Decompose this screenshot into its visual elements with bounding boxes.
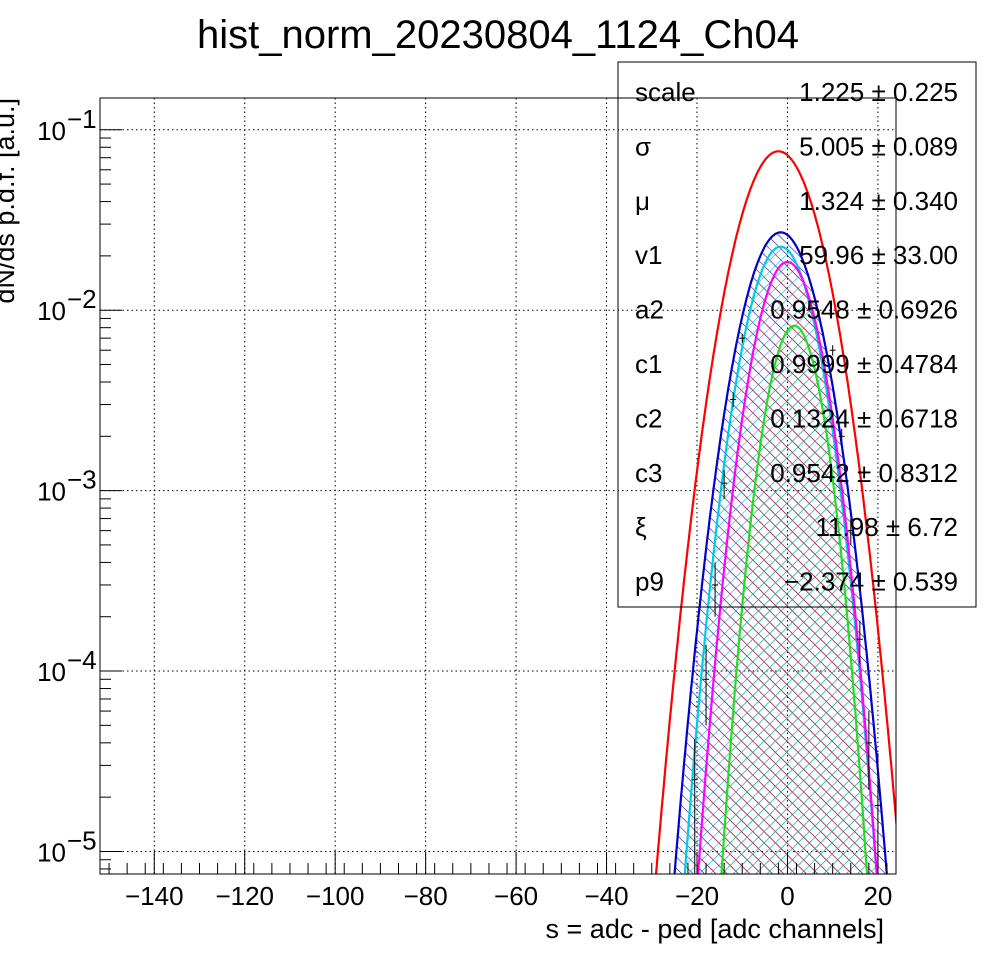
y-tick-label: 10 xyxy=(37,657,66,687)
x-tick-label: −140 xyxy=(125,881,184,911)
series-group xyxy=(654,150,896,874)
series-fill xyxy=(721,325,867,874)
x-tick-label: 0 xyxy=(780,881,794,911)
stats-param-value: 5.005 ± 0.089 xyxy=(799,131,958,161)
stats-param-value: 59.96 ± 33.00 xyxy=(799,240,958,270)
y-axis-label: dN/ds p.d.f. [a.u.] xyxy=(0,98,20,304)
x-tick-label: −100 xyxy=(306,881,365,911)
stats-param-value: 1.324 ± 0.340 xyxy=(799,186,958,216)
x-tick-label: −40 xyxy=(584,881,628,911)
stats-param-value: 0.9999 ± 0.4784 xyxy=(770,349,958,379)
stats-param-name: scale xyxy=(635,77,696,107)
stats-box-frame xyxy=(617,61,977,608)
series-line xyxy=(654,150,896,874)
x-tick-label: −80 xyxy=(404,881,448,911)
y-tick-exponent: −1 xyxy=(67,104,97,134)
x-tick-label: −20 xyxy=(675,881,719,911)
series-line xyxy=(720,324,869,874)
y-tick-label: 10 xyxy=(37,116,66,146)
x-tick-label: −120 xyxy=(215,881,274,911)
stats-param-name: ξ xyxy=(635,512,647,542)
stats-param-name: σ xyxy=(635,131,651,161)
stats-param-name: a2 xyxy=(635,295,664,325)
stats-box: scale 1.225 ± 0.225 σ 5.005 ± 0.089 μ 1.324 ±… xyxy=(617,61,977,608)
y-tick-exponent: −2 xyxy=(67,284,97,314)
stats-param-name: p9 xyxy=(635,567,664,597)
y-tick-label: 10 xyxy=(37,296,66,326)
stats-param-value: 0.9542 ± 0.8312 xyxy=(770,458,958,488)
stats-param-name: v1 xyxy=(635,240,662,270)
y-tick-exponent: −5 xyxy=(67,825,97,855)
y-tick-exponent: −3 xyxy=(67,465,97,495)
stats-param-value: 1.225 ± 0.225 xyxy=(799,77,958,107)
stats-param-name: c1 xyxy=(635,349,662,379)
y-tick-label: 10 xyxy=(37,837,66,867)
x-tick-label: −60 xyxy=(494,881,538,911)
x-tick-label: 20 xyxy=(863,881,892,911)
stats-param-name: c2 xyxy=(635,403,662,433)
stats-param-value: 0.1324 ± 0.6718 xyxy=(770,403,958,433)
y-tick-exponent: −4 xyxy=(67,645,97,675)
x-axis-label: s = adc - ped [adc channels] xyxy=(546,914,884,944)
plot-frame xyxy=(99,97,897,875)
series-line xyxy=(696,260,878,874)
chart-title: hist_norm_20230804_1124_Ch04 xyxy=(197,13,799,57)
stats-param-value: 0.9548 ± 0.6926 xyxy=(770,295,958,325)
stats-param-name: μ xyxy=(635,186,650,216)
series-line xyxy=(673,231,888,874)
stats-param-value: 11.98 ± 6.72 xyxy=(816,512,958,542)
y-tick-label: 10 xyxy=(37,477,66,507)
stats-param-name: c3 xyxy=(635,458,662,488)
stats-param-value: −2.374 ± 0.539 xyxy=(784,567,958,597)
